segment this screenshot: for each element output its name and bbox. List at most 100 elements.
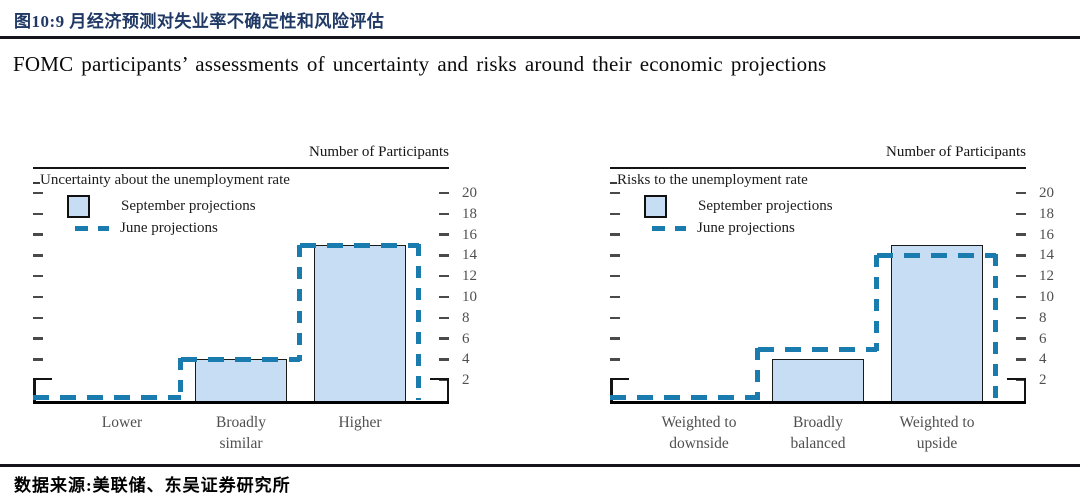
axis-endcap-left xyxy=(610,378,613,401)
y-tick-right xyxy=(1016,295,1026,299)
june-projection-line xyxy=(416,244,421,400)
y-tick-left xyxy=(33,316,43,320)
y-tick-right xyxy=(439,337,449,340)
header-rule xyxy=(0,36,1080,39)
y-tick-right xyxy=(439,212,449,216)
y-tick-left xyxy=(33,358,43,361)
june-projection-line xyxy=(993,254,998,400)
y-tick-label: 16 xyxy=(462,226,477,243)
legend-swatch-september xyxy=(67,195,90,218)
plot-area: Uncertainty about the unemployment rate S… xyxy=(33,167,477,404)
y-tick-left xyxy=(610,358,620,361)
y-tick-left xyxy=(33,254,43,257)
y-tick-label: 12 xyxy=(462,268,477,285)
june-projection-line xyxy=(299,242,419,248)
axis-endcap-left-lip xyxy=(33,378,52,380)
y-tick-left xyxy=(610,254,620,257)
y-tick-label: 14 xyxy=(1039,247,1054,264)
june-projection-line xyxy=(180,356,300,362)
axis-title: Number of Participants xyxy=(886,144,1026,160)
category-label: Weighted to upside xyxy=(899,414,975,452)
axis-endcap-left xyxy=(33,378,36,401)
axis-title: Number of Participants xyxy=(309,144,449,160)
june-projection-line xyxy=(755,348,760,400)
y-tick-label: 8 xyxy=(462,309,470,326)
y-tick-left xyxy=(610,316,620,320)
y-tick-right xyxy=(439,191,449,195)
legend-dash-june xyxy=(652,226,686,231)
y-tick-left xyxy=(33,212,43,216)
june-projection-line xyxy=(610,395,758,400)
y-tick-label: 14 xyxy=(462,247,477,264)
y-tick-left xyxy=(33,233,43,236)
y-tick-left xyxy=(610,295,620,299)
y-tick-right xyxy=(439,316,449,320)
y-tick-left xyxy=(33,295,43,299)
y-tick-label: 2 xyxy=(1039,372,1047,389)
y-tick-label: 10 xyxy=(1039,289,1054,305)
category-label: Broadly balanced xyxy=(790,414,846,452)
y-tick-right xyxy=(1016,378,1026,382)
y-tick-label: 18 xyxy=(462,205,477,222)
september-bar xyxy=(314,245,406,401)
y-tick-label: 4 xyxy=(1039,351,1047,368)
y-tick-label: 2 xyxy=(462,372,470,389)
legend-label-september: September projections xyxy=(121,198,256,214)
y-tick-label: 16 xyxy=(1039,226,1054,243)
category-label: Lower xyxy=(101,414,143,431)
june-projection-line xyxy=(297,245,302,362)
y-tick-right xyxy=(1016,358,1026,361)
plot-title-tick xyxy=(610,182,617,184)
y-tick-left xyxy=(33,337,43,340)
y-tick-right xyxy=(1016,191,1026,195)
y-tick-left xyxy=(610,233,620,236)
y-tick-right xyxy=(1016,254,1026,257)
y-tick-right xyxy=(1016,316,1026,320)
june-projection-line xyxy=(874,255,879,351)
y-tick-right xyxy=(439,233,449,236)
category-label: Broadly similar xyxy=(216,414,266,452)
y-tick-label: 6 xyxy=(1039,330,1047,347)
axis-endcap-right-lip xyxy=(430,378,449,380)
september-bar xyxy=(195,359,287,401)
y-tick-right xyxy=(1016,233,1026,236)
y-tick-left xyxy=(610,212,620,216)
y-tick-right xyxy=(439,358,449,361)
y-tick-label: 8 xyxy=(1039,309,1047,326)
june-projection-line xyxy=(33,395,181,400)
y-tick-right xyxy=(1016,212,1026,216)
y-tick-label: 12 xyxy=(1039,268,1054,285)
axis-endcap-left-lip xyxy=(610,378,629,380)
y-tick-label: 4 xyxy=(462,351,470,368)
legend-label-june: June projections xyxy=(120,220,218,236)
axis-endcap-right xyxy=(446,378,449,401)
figure-title: 图10:9 月经济预测对失业率不确定性和风险评估 xyxy=(14,12,385,31)
y-tick-left xyxy=(33,191,43,195)
september-bar xyxy=(891,245,983,401)
plot-area: Risks to the unemployment rate September … xyxy=(610,167,1054,404)
september-bar xyxy=(772,359,864,401)
category-label: Higher xyxy=(338,414,382,431)
legend-label-september: September projections xyxy=(698,198,833,214)
plot-title: Risks to the unemployment rate xyxy=(617,172,808,188)
june-projection-line xyxy=(757,346,877,352)
y-tick-label: 10 xyxy=(462,289,477,305)
june-projection-line xyxy=(876,252,996,258)
legend-label-june: June projections xyxy=(697,220,795,236)
y-tick-right xyxy=(439,295,449,299)
y-tick-label: 20 xyxy=(1039,185,1054,201)
y-tick-right xyxy=(439,254,449,257)
y-tick-label: 18 xyxy=(1039,205,1054,222)
category-label: Weighted to downside xyxy=(661,414,737,452)
june-projection-line xyxy=(178,358,183,400)
y-tick-left xyxy=(610,337,620,340)
y-tick-left xyxy=(610,274,620,278)
plot-title: Uncertainty about the unemployment rate xyxy=(40,172,290,188)
source-text: 数据来源:美联储、东吴证券研究所 xyxy=(14,476,291,495)
y-tick-left xyxy=(33,274,43,278)
y-tick-right xyxy=(439,378,449,382)
footer-rule xyxy=(0,464,1080,467)
y-tick-right xyxy=(1016,337,1026,340)
legend-swatch-september xyxy=(644,195,667,218)
axis-endcap-right xyxy=(1023,378,1026,401)
